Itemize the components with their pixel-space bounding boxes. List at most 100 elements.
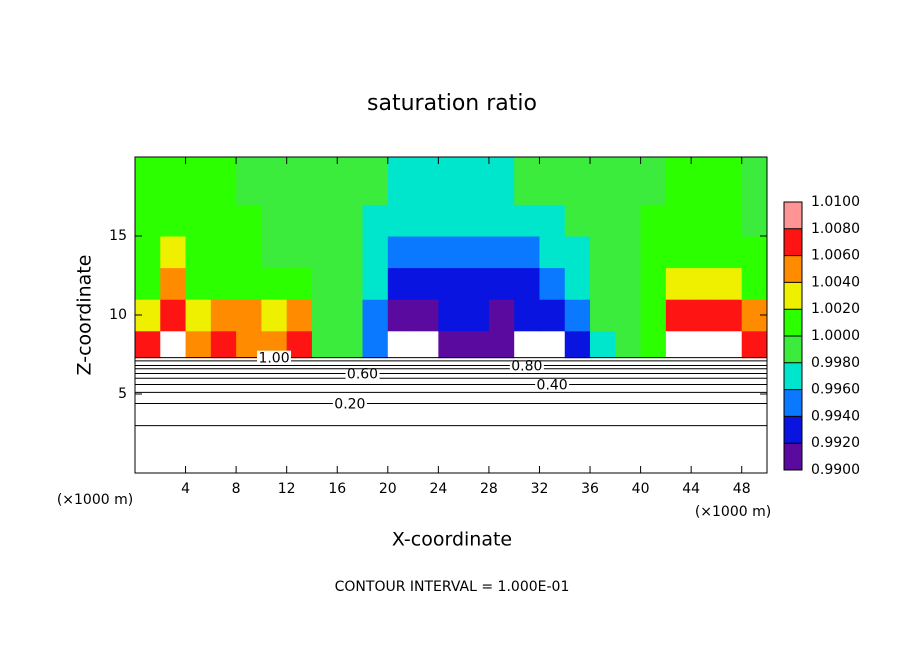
field-cell (665, 299, 692, 332)
field-cell (286, 157, 313, 205)
field-cell (135, 330, 161, 359)
colorbar-bin (784, 362, 802, 390)
field-cell (665, 267, 692, 300)
field-cell (261, 299, 288, 332)
field-cell (261, 236, 288, 269)
field-cell (691, 157, 717, 205)
field-cell (564, 330, 591, 359)
field-cell (337, 330, 364, 359)
field-cell (362, 299, 389, 332)
y-tick-label: 10 (109, 307, 127, 323)
field-cell (514, 157, 540, 205)
field-cell (539, 204, 566, 237)
field-cell (488, 299, 515, 332)
field-cell (261, 204, 288, 237)
field-cell (488, 236, 515, 269)
field-cell (362, 157, 389, 205)
field-cell (185, 236, 212, 269)
field-cell (640, 299, 667, 332)
field-cell (337, 157, 364, 205)
contour-label: 0.20 (334, 396, 365, 412)
field-cell (311, 204, 338, 237)
field-cell (539, 267, 566, 300)
field-cell (564, 204, 591, 237)
colorbar-tick-label: 0.9960 (811, 382, 860, 398)
colorbar-tick-label: 1.0080 (811, 221, 860, 237)
field-cell (691, 267, 717, 300)
field-cell (210, 236, 237, 269)
colorbar-bin (784, 389, 802, 417)
x-tick-label: 40 (632, 481, 650, 497)
contour-label: 1.00 (258, 351, 289, 367)
x-tick-label: 32 (531, 481, 549, 497)
colorbar-tick-label: 1.0020 (811, 301, 860, 317)
colorbar-bin (784, 336, 802, 363)
colorbar-bin (784, 309, 802, 336)
x-tick-label: 8 (232, 481, 241, 497)
field-cell (741, 157, 768, 205)
field-cell (741, 267, 768, 300)
field-cell (640, 204, 667, 237)
field-cell (337, 204, 364, 237)
colorbar-bin (784, 202, 802, 229)
field-cell (236, 204, 262, 237)
field-cell (488, 330, 515, 359)
field-cell (615, 236, 642, 269)
field-cell (665, 204, 692, 237)
field-cell (160, 267, 187, 300)
field-cell (539, 299, 566, 332)
field-cell (311, 330, 338, 359)
field-cell (286, 204, 313, 237)
field-cell (590, 267, 616, 300)
x-tick-label: 16 (328, 481, 346, 497)
contour-label-bg (332, 396, 367, 410)
field-cell (691, 299, 717, 332)
field-cell (311, 299, 338, 332)
field-cell (488, 157, 515, 205)
field-cell (488, 267, 515, 300)
field-cell (210, 157, 237, 205)
field-cell (185, 157, 212, 205)
field-cell (413, 236, 439, 269)
field-cell (438, 299, 465, 332)
field-cell (716, 236, 743, 269)
field-cell (236, 236, 262, 269)
field-cell (615, 299, 642, 332)
field-cell (387, 267, 414, 300)
field-cell (564, 299, 591, 332)
field-cell (665, 330, 692, 359)
field-cell (640, 236, 667, 269)
colorbar-bin (784, 443, 802, 470)
field-cell (590, 330, 616, 359)
field-cell (413, 267, 439, 300)
field-cell (463, 299, 490, 332)
field-cell (236, 267, 262, 300)
field-cell (362, 236, 389, 269)
field-cell (413, 330, 439, 359)
contour-label-bg (509, 358, 544, 372)
field-cell (463, 236, 490, 269)
field-cell (716, 204, 743, 237)
contour-label: 0.60 (347, 366, 378, 382)
field-cell (615, 267, 642, 300)
field-cell (539, 157, 566, 205)
colorbar-bin (784, 255, 802, 283)
field-cell (160, 204, 187, 237)
field-cell (311, 267, 338, 300)
contour-label: 0.80 (511, 359, 542, 375)
field-cell (261, 267, 288, 300)
field-cell (463, 204, 490, 237)
field-cell (160, 330, 187, 359)
field-cell (387, 299, 414, 332)
field-cell (438, 157, 465, 205)
field-cell (362, 267, 389, 300)
field-cell (438, 204, 465, 237)
field-cell (413, 157, 439, 205)
y-tick-label: 15 (109, 228, 127, 244)
colorbar-tick-label: 1.0000 (811, 328, 860, 344)
field-cell (413, 299, 439, 332)
field-cell (539, 330, 566, 359)
field-cell (590, 157, 616, 205)
field-cell (488, 204, 515, 237)
